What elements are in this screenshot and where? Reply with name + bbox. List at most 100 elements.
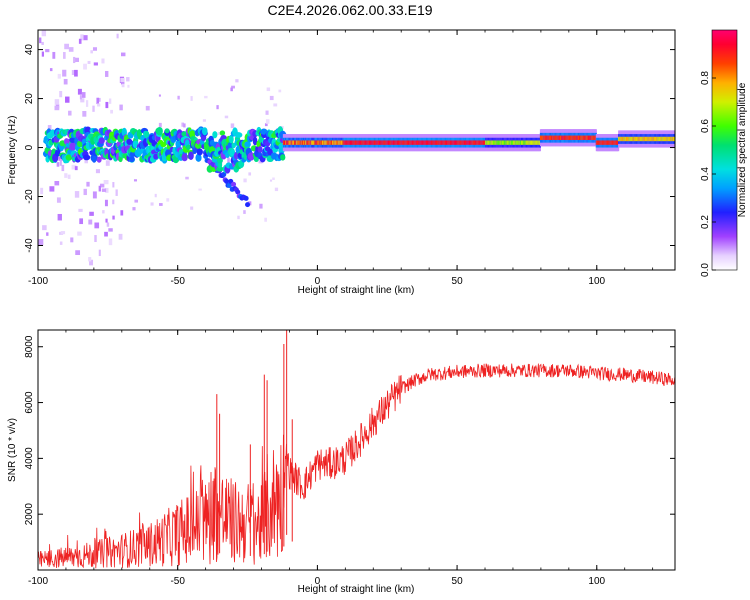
spectrogram-noise-cell: [93, 62, 98, 66]
spectrogram-noise-cell: [102, 210, 105, 214]
spectrogram-noise-cell: [259, 203, 263, 209]
spectrogram-carrier-core: [519, 140, 522, 145]
spectrogram-band-blob: [69, 142, 77, 151]
spectrogram-noise-cell: [116, 33, 119, 39]
spectrogram-noise-cell: [258, 160, 263, 164]
spectrogram-carrier-core: [310, 140, 313, 145]
spectrogram-carrier-core: [463, 140, 467, 145]
spectrogram-carrier-core: [500, 140, 503, 145]
spectrogram-carrier-core: [327, 140, 330, 145]
spectrogram-carrier-core: [406, 140, 410, 145]
snr-y-tick-label: 4000: [24, 447, 35, 470]
spectrogram-carrier-core: [374, 140, 377, 145]
spectrogram-carrier-core: [340, 140, 344, 145]
spectrogram-band-blob: [195, 153, 202, 162]
spectrogram-carrier-core: [535, 140, 538, 145]
spectrogram-noise-cell: [52, 51, 56, 59]
spectrogram-band-blob: [181, 153, 188, 162]
spectrogram-carrier-core: [651, 136, 654, 142]
spectrogram-frame: [37, 29, 676, 271]
spectrogram-carrier-core: [574, 135, 577, 140]
spectrogram-noise-cell: [59, 90, 63, 98]
spectrogram-noise-cell: [237, 215, 240, 220]
spectrogram-carrier-core: [514, 140, 517, 145]
spectrogram-carrier-core: [440, 140, 443, 145]
spectrogram-noise-cell: [79, 95, 82, 100]
spectrogram-noise-cell: [67, 174, 71, 179]
spectrogram-band-blob: [188, 151, 194, 161]
spectrogram-carrier-core: [444, 140, 448, 145]
spectrogram-carrier-core: [375, 140, 378, 145]
spectrogram-noise-cell: [71, 164, 77, 170]
spectrogram-noise-cell: [68, 110, 72, 116]
spectrogram-band-blob: [216, 157, 223, 164]
spectrogram-carrier-core: [518, 140, 521, 145]
spectrogram-band-blob: [65, 154, 73, 161]
spectrogram-carrier-core: [296, 140, 299, 145]
spectrogram-carrier-core: [317, 140, 320, 145]
spectrogram-band-blob: [164, 128, 170, 134]
spectrogram-carrier-core: [435, 140, 439, 145]
spectrogram-noise-cell: [78, 208, 83, 212]
spectrogram-noise-cell: [265, 110, 269, 115]
spectrogram-carrier-core: [649, 136, 652, 142]
spectrogram-carrier-core: [451, 140, 454, 145]
spectrogram-carrier-core: [631, 136, 634, 142]
spectrogram-noise-cell: [105, 187, 109, 193]
spectrogram-noise-cell: [158, 122, 162, 128]
spectrogram-carrier-core: [669, 136, 672, 142]
spectrogram-carrier-core: [438, 140, 441, 145]
spectrogram-carrier-core: [421, 140, 424, 145]
spectrogram-noise-cell: [104, 137, 107, 144]
spectrogram-x-axis: -100 -50 0 50 100: [28, 30, 654, 287]
spectrogram-carrier-core: [353, 140, 356, 145]
spectrogram-carrier-core: [343, 140, 346, 145]
spectrogram-carrier-core: [393, 140, 396, 145]
spectrogram-carrier-core: [639, 136, 642, 142]
spectrogram-carrier-core: [477, 140, 480, 145]
spectrogram-noise-cell: [87, 60, 91, 64]
spectrogram-carrier-core: [523, 140, 526, 145]
spectrogram-x-tick-label: -100: [28, 276, 48, 287]
spectrogram-carrier-core: [405, 140, 408, 145]
spectrogram-noise-cell: [110, 109, 113, 114]
snr-y-tick-label: 8000: [24, 335, 35, 358]
spectrogram-carrier-core: [643, 136, 647, 142]
spectrogram-carrier-core: [611, 140, 614, 145]
spectrogram-carrier-core: [598, 140, 601, 145]
spectrogram-noise-cell: [39, 37, 42, 44]
spectrogram-noise-cell: [95, 169, 101, 174]
spectrogram-carrier-core: [490, 140, 493, 145]
spectrogram-carrier-core: [530, 140, 534, 145]
spectrogram-carrier-core: [434, 140, 438, 145]
spectrogram-noise-cell: [74, 191, 80, 198]
spectrogram-noise-cell: [120, 210, 124, 216]
spectrogram-noise-cell: [216, 105, 219, 110]
spectrogram-carrier-core: [524, 140, 527, 145]
spectrogram-carrier-core: [390, 140, 393, 145]
spectrogram-noise-cell: [243, 210, 246, 214]
spectrogram-carrier-core: [548, 135, 552, 140]
spectrogram-carrier-core: [617, 140, 620, 145]
spectrogram-carrier-core: [361, 140, 364, 145]
spectrogram-carrier-core: [415, 140, 419, 145]
spectrogram-content: [38, 30, 676, 266]
spectrogram-carrier-core: [552, 135, 555, 140]
spectrogram-noise-cell: [97, 97, 101, 102]
spectrogram-carrier-core: [368, 140, 372, 145]
spectrogram-carrier-core: [484, 140, 487, 145]
spectrogram-carrier-core: [528, 140, 531, 145]
spectrogram-carrier-core: [307, 140, 310, 145]
spectrogram-noise-cell: [90, 50, 93, 54]
spectrogram-noise-cell: [158, 94, 161, 97]
spectrogram-carrier-core: [308, 140, 311, 145]
spectrogram-noise-cell: [83, 188, 87, 196]
spectrogram-carrier-core: [644, 136, 648, 142]
spectrogram-carrier-core: [389, 140, 392, 145]
spectrogram-carrier-core: [551, 135, 554, 140]
spectrogram-noise-cell: [231, 85, 235, 89]
spectrogram-carrier-core: [283, 140, 287, 145]
spectrogram-carrier-core: [412, 140, 415, 145]
spectrogram-carrier-core: [300, 140, 303, 145]
spectrogram-trace-blob: [224, 178, 230, 184]
